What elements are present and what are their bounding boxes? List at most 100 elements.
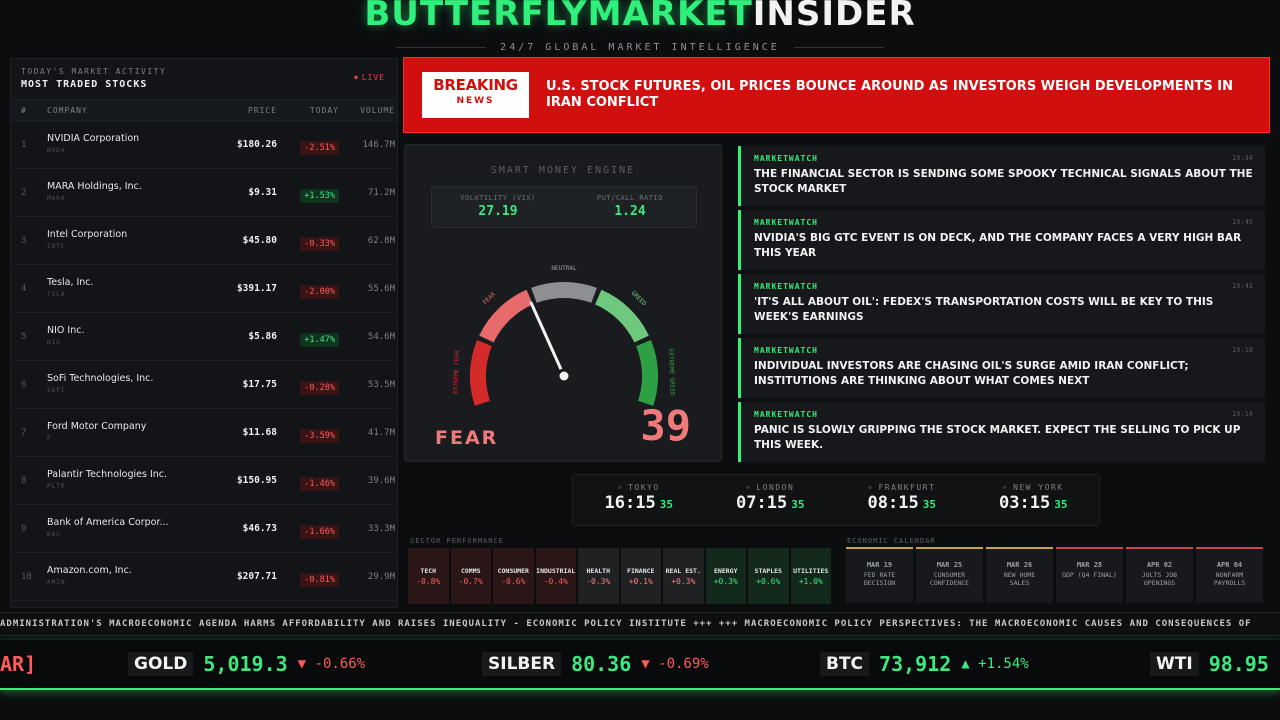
smart-money-engine-panel: SMART MONEY ENGINE VOLATILITY (VIX) 27.1… [404,144,722,462]
col-price[interactable]: PRICE [247,105,277,115]
sector-tile[interactable]: CONSUMER -0.6% [493,548,534,604]
price-item-btc[interactable]: BTC 73,912 ▲ +1.54% [820,652,1029,676]
stocks-title: MOST TRADED STOCKS [21,79,148,90]
event-name: CONSUMER CONFIDENCE [916,571,983,587]
event-date: MAR 19 [866,561,893,569]
breaking-headline[interactable]: U.S. STOCK FUTURES, OIL PRICES BOUNCE AR… [546,79,1234,110]
table-row[interactable]: 4 Tesla, Inc. TSLA $391.17 -2.00% 55.6M [11,265,397,313]
table-row[interactable]: 3 Intel Corporation INTC $45.80 -0.33% 62.8M [11,217,397,265]
table-row[interactable]: 7 Ford Motor Company F $11.68 -3.59% 41.7M [11,409,397,457]
col-num[interactable]: # [21,105,27,115]
calendar-event[interactable]: APR 04 NONFARM PAYROLLS [1196,547,1263,603]
sector-tile[interactable]: ENERGY +0.3% [705,548,746,604]
col-company[interactable]: COMPANY [47,105,88,115]
price-item-wti[interactable]: WTI 98.95 [1150,652,1269,676]
company-name[interactable]: MARA Holdings, Inc. [47,180,142,192]
company-name[interactable]: Intel Corporation [47,228,128,240]
brand-white: INSIDER [752,0,916,34]
company-name[interactable]: Palantir Technologies Inc. [47,468,168,480]
news-item[interactable]: MARKETWATCH 19:41 'IT'S ALL ABOUT OIL': FE… [738,274,1265,334]
company-name[interactable]: NVIDIA Corporation [47,132,140,144]
col-today[interactable]: TODAY [309,105,339,115]
sector-value: -0.6% [501,577,526,586]
calendar-event[interactable]: APR 02 JOLTS JOB OPENINGS [1126,547,1193,603]
sector-tile[interactable]: TECH -0.8% [408,548,449,604]
table-row[interactable]: 8 Palantir Technologies Inc. PLTR $150.95 -1… [11,457,397,505]
news-item[interactable]: MARKETWATCH 19:45 NVIDIA'S BIG GTC EVENT I… [738,210,1265,270]
row-rank: 5 [21,331,27,342]
sector-tile[interactable]: COMMS -0.7% [450,548,491,604]
row-volume: 53.5M [367,379,395,390]
news-item[interactable]: MARKETWATCH 19:14 PANIC IS SLOWLY GRIPPING… [738,402,1265,462]
sector-tile[interactable]: FINANCE +0.1% [620,548,661,604]
price-change: ▼ -0.66% [297,656,366,672]
table-row[interactable]: 2 MARA Holdings, Inc. MARA $9.31 +1.53% 71.2M [11,169,397,217]
price-item-silber[interactable]: SILBER 80.36 ▼ -0.69% [482,652,709,676]
table-row[interactable]: 9 Bank of America Corpor... BAC $46.73 -1.66… [11,505,397,553]
sentiment-label: FEAR [435,427,499,449]
news-source: MARKETWATCH [754,218,818,227]
table-row[interactable]: 5 NIO Inc. NIO $5.86 +1.47% 54.6M [11,313,397,361]
sector-tile[interactable]: REAL EST. +0.3% [663,548,704,604]
row-today: -0.28% [277,375,339,395]
company-name[interactable]: SoFi Technologies, Inc. [47,372,154,384]
breaking-news-banner[interactable]: BREAKING NEWS U.S. STOCK FUTURES, OIL PR… [403,57,1270,133]
row-rank: 1 [21,139,27,150]
news-item[interactable]: MARKETWATCH 19:34 THE FINANCIAL SECTOR IS … [738,146,1265,206]
table-row[interactable]: 1 NVIDIA Corporation NVDA $180.26 -2.51% 146.… [11,121,397,169]
clock-seconds: 35 [791,498,805,511]
sector-name: INDUSTRIAL [536,567,576,575]
event-name: NONFARM PAYROLLS [1196,571,1263,587]
clock-time: 07:15 35 [736,493,805,513]
event-name-line: PAYROLLS [1213,579,1246,587]
company-name[interactable]: Amazon.com, Inc. [47,564,132,576]
row-company: NVIDIA Corporation NVDA [47,133,187,157]
news-item[interactable]: MARKETWATCH 19:18 INDIVIDUAL INVESTORS ARE… [738,338,1265,398]
calendar-event[interactable]: MAR 28 GDP (Q4 FINAL) [1056,547,1123,603]
sector-tile[interactable]: STAPLES +0.6% [748,548,789,604]
news-headline[interactable]: NVIDIA'S BIG GTC EVENT IS ON DECK, AND T… [754,232,1242,259]
event-name-line: CONFIDENCE [929,579,970,587]
gauge-arc-extreme-greed [636,340,658,406]
event-name-line: OPENINGS [1143,579,1176,587]
event-date: MAR 28 [1076,561,1103,569]
sector-performance-title: SECTOR PERFORMANCE [410,537,504,545]
row-volume: 62.8M [367,235,395,246]
price-item-gold[interactable]: GOLD 5,019.3 ▼ -0.66% [128,652,365,676]
price-value: 80.36 [571,652,632,676]
calendar-event[interactable]: MAR 19 FED RATE DECISION [846,547,913,603]
col-volume[interactable]: VOLUME [360,105,395,115]
calendar-event[interactable]: MAR 26 NEW HOME SALES [986,547,1053,603]
news-headline[interactable]: PANIC IS SLOWLY GRIPPING THE STOCK MARKE… [754,424,1241,451]
table-row[interactable]: 10 Amazon.com, Inc. AMZN $207.71 -0.81% 29.9M [11,553,397,601]
company-name[interactable]: NIO Inc. [47,324,85,336]
sector-name: TECH [420,567,437,575]
price-value: 5,019.3 [203,652,288,676]
news-headline[interactable]: INDIVIDUAL INVESTORS ARE CHASING OIL'S S… [754,360,1189,387]
economic-calendar: MAR 19 FED RATE DECISION MAR 25 CONSUMER CONF… [846,547,1263,603]
sector-name: UTILITIES [793,567,829,575]
sector-name: REAL EST. [665,567,701,575]
news-headline[interactable]: 'IT'S ALL ABOUT OIL': FEDEX'S TRANSPORTA… [754,296,1214,323]
price-change: ▲ +1.54% [961,656,1029,672]
company-name[interactable]: Tesla, Inc. [47,276,94,288]
sector-tile[interactable]: UTILITIES +1.0% [790,548,831,604]
company-name[interactable]: Bank of America Corpor... [47,516,169,528]
table-row[interactable]: 6 SoFi Technologies, Inc. SOFI $17.75 -0.28%… [11,361,397,409]
sector-tile[interactable]: HEALTH -0.3% [578,548,619,604]
event-name-line: FED RATE [863,571,896,579]
sector-tile[interactable]: INDUSTRIAL -0.4% [535,548,576,604]
event-name: FED RATE DECISION [846,571,913,587]
sector-value: -0.4% [543,577,568,586]
row-price: $46.73 [242,523,277,534]
gauge-label-extreme-greed: EXTREME GREED [667,349,676,397]
clock-time: 16:15 35 [604,493,673,513]
news-headline[interactable]: THE FINANCIAL SECTOR IS SENDING SOME SPO… [754,168,1253,195]
event-name-line: CONSUMER [933,571,966,579]
change-badge: -0.33% [300,236,339,251]
company-name[interactable]: Ford Motor Company [47,420,147,432]
row-rank: 10 [21,571,32,582]
gauge-label-greed: GREED [630,290,648,308]
row-company: Bank of America Corpor... BAC [47,517,187,541]
calendar-event[interactable]: MAR 25 CONSUMER CONFIDENCE [916,547,983,603]
